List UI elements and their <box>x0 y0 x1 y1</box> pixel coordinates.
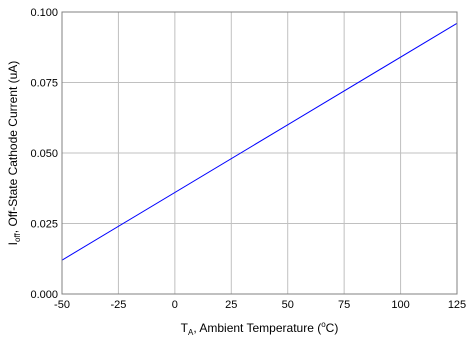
x-tick-label: 50 <box>282 299 294 311</box>
x-tick-label: 0 <box>172 299 178 311</box>
y-tick-label: 0.050 <box>30 148 58 160</box>
y-axis-text: , Off-State Cathode Current (uA) <box>6 61 20 234</box>
y-tick-label: 0.075 <box>30 78 58 90</box>
x-axis-symbol: T <box>181 321 189 335</box>
grid <box>61 11 458 295</box>
x-tick-label: 100 <box>391 299 409 311</box>
y-axis-subscript: off <box>13 232 22 242</box>
x-axis-text: , Ambient Temperature ( <box>193 321 321 335</box>
y-tick-label: 0.025 <box>30 219 58 231</box>
y-tick-label: 0.000 <box>30 289 58 301</box>
x-axis-suffix: C) <box>326 321 339 335</box>
x-tick-label: -25 <box>110 299 126 311</box>
y-axis-title: Ioff, Off-State Cathode Current (uA) <box>6 61 22 246</box>
x-tick-label: -50 <box>54 299 70 311</box>
x-tick-labels: -50 -25 0 25 50 75 100 125 <box>54 299 466 311</box>
x-axis-title: TA, Ambient Temperature (oC) <box>181 320 339 337</box>
x-tick-label: 125 <box>448 299 466 311</box>
x-axis-superscript: o <box>321 320 326 329</box>
y-tick-label: 0.100 <box>30 7 58 19</box>
plot-frame <box>61 11 458 295</box>
y-axis-symbol: I <box>6 242 20 245</box>
x-axis-subscript: A <box>188 328 194 337</box>
series-line-0 <box>61 22 458 261</box>
y-tick-labels: 0.000 0.025 0.050 0.075 0.100 <box>30 7 58 301</box>
x-tick-label: 75 <box>338 299 350 311</box>
series-layer <box>61 22 458 261</box>
x-tick-label: 25 <box>225 299 237 311</box>
